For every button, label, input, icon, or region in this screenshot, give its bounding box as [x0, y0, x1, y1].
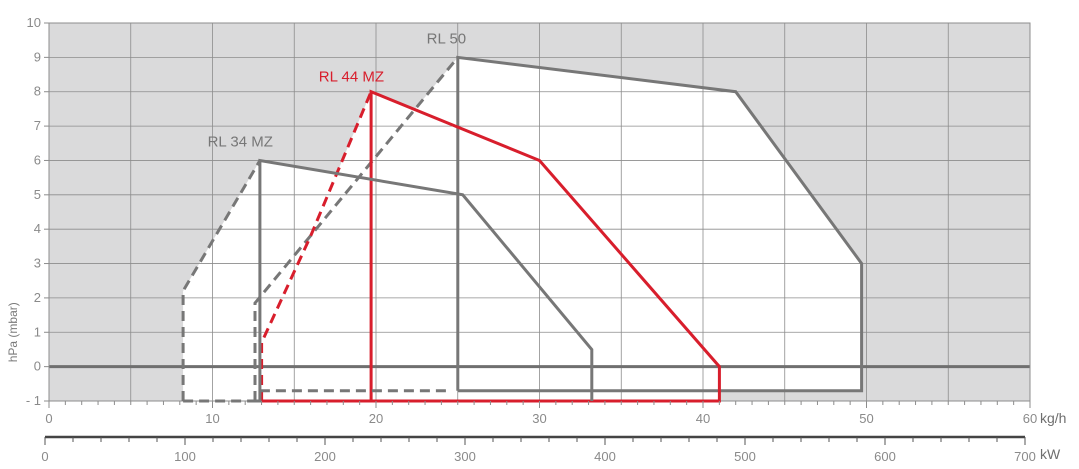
- y-tick-label: 7: [34, 118, 41, 133]
- area-fill-2: [183, 160, 592, 401]
- kw-tick-label: 300: [454, 449, 476, 464]
- y-tick-label: 2: [34, 290, 41, 305]
- x-unit-label: kg/h: [1040, 410, 1066, 426]
- kw-unit-label: kW: [1040, 446, 1061, 462]
- y-axis-title: hPa (mbar): [6, 302, 20, 362]
- series-line-rl-34-mz: [258, 158, 594, 401]
- series-line-rl-44-mz: [261, 89, 721, 403]
- y-tick-label: 9: [34, 49, 41, 64]
- series-dashed-rl-44-mz: [260, 91, 373, 401]
- y-tick-label: 1: [34, 324, 41, 339]
- x-axis-primary: 0 10 20 30 40 50 60 kg/h: [45, 401, 1066, 426]
- kw-tick-label: 100: [174, 449, 196, 464]
- series-lines: [181, 55, 864, 403]
- x-axis-secondary: 0 100 200 300 400 500 600 700 kW: [41, 435, 1061, 464]
- series-label-rl-34-mz: RL 34 MZ: [208, 134, 273, 151]
- series-label-rl-44-mz: RL 44 MZ: [319, 68, 384, 85]
- x-tick-label: 40: [696, 411, 710, 426]
- y-tick-label: 5: [34, 187, 41, 202]
- x-tick-label: 30: [532, 411, 546, 426]
- x-tick-label: 0: [45, 411, 52, 426]
- kw-tick-label: 0: [41, 449, 48, 464]
- y-tick-label: 8: [34, 84, 41, 99]
- y-tick-label: 6: [34, 152, 41, 167]
- kw-tick-label: 500: [734, 449, 756, 464]
- series-labels: RL 50 RL 44 MZ RL 34 MZ: [208, 31, 467, 151]
- y-tick-label: - 1: [26, 393, 41, 408]
- series-dashed-rl-50: [253, 56, 459, 401]
- kw-tick-label: 700: [1014, 449, 1036, 464]
- series-label-rl-50: RL 50: [427, 31, 466, 48]
- y-tick-label: 3: [34, 256, 41, 271]
- kw-tick-label: 200: [314, 449, 336, 464]
- x-tick-label: 50: [859, 411, 873, 426]
- kw-tick-label: 600: [874, 449, 896, 464]
- kw-tick-label: 400: [594, 449, 616, 464]
- x-tick-label: 20: [369, 411, 383, 426]
- series-line-rl-50: [456, 55, 864, 393]
- x-tick-label: 60: [1023, 411, 1037, 426]
- x-tick-label: 10: [205, 411, 219, 426]
- series-dashed-rl-34-mz: [181, 159, 262, 401]
- y-tick-label: 0: [34, 359, 41, 374]
- y-axis: - 1 0 1 2 3 4 5 6 7 8 9 10: [26, 15, 49, 408]
- y-tick-label: 10: [27, 15, 41, 30]
- y-tick-label: 4: [34, 221, 41, 236]
